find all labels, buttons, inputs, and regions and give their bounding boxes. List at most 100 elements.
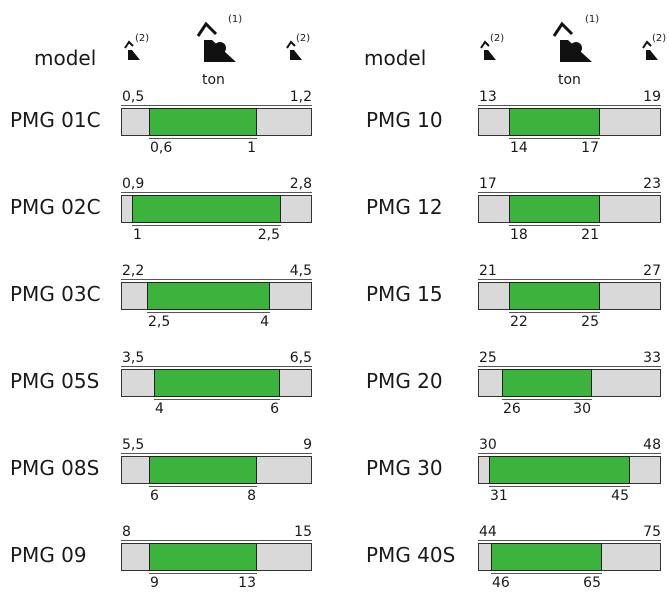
max-capacity-label: 33: [643, 350, 661, 366]
unit-label: ton: [202, 72, 225, 88]
min-capacity-label: 3,5: [122, 350, 145, 366]
top-scale-line: [121, 279, 312, 280]
high-recommended-label: 13: [238, 575, 256, 591]
high-recommended-label: 21: [581, 227, 599, 243]
max-capacity-label: 19: [643, 89, 661, 105]
model-row: PMG 03C 2,2 4,5 2,5 4: [0, 258, 320, 338]
model-name: PMG 03C: [10, 282, 101, 306]
bottom-scale-line: [149, 486, 257, 487]
capacity-range-bar: [478, 195, 661, 223]
capacity-range-bar: [478, 108, 661, 136]
capacity-range-bar: [121, 369, 312, 397]
min-capacity-label: 5,5: [122, 437, 145, 453]
max-capacity-label: 48: [643, 437, 661, 453]
model-header: model: [34, 46, 97, 70]
center-icon-note: (1): [585, 14, 600, 25]
model-header: model: [364, 46, 427, 70]
top-scale-line: [121, 192, 312, 193]
bottom-scale-line: [509, 225, 600, 226]
max-capacity-label: 6,5: [289, 350, 312, 366]
min-capacity-label: 30: [479, 437, 497, 453]
high-recommended-label: 17: [581, 140, 599, 156]
model-name: PMG 20: [366, 369, 443, 393]
crane-large-icon: [192, 18, 242, 72]
model-row: PMG 30 30 48 31 45: [330, 432, 661, 512]
model-row: PMG 02C 0,9 2,8 1 2,5: [0, 171, 320, 251]
bottom-scale-line: [491, 573, 602, 574]
min-capacity-label: 21: [479, 263, 497, 279]
high-recommended-label: 25: [581, 314, 599, 330]
capacity-range-bar: [478, 543, 661, 571]
low-recommended-label: 14: [510, 140, 528, 156]
min-capacity-label: 17: [479, 176, 497, 192]
top-scale-line: [478, 453, 661, 454]
max-capacity-label: 15: [294, 524, 312, 540]
max-capacity-label: 75: [643, 524, 661, 540]
min-capacity-label: 13: [479, 89, 497, 105]
max-capacity-label: 23: [643, 176, 661, 192]
recommended-range-fill: [509, 195, 600, 223]
recommended-range-fill: [491, 543, 602, 571]
model-row: PMG 05S 3,5 6,5 4 6: [0, 345, 320, 425]
high-recommended-label: 65: [583, 575, 601, 591]
bottom-scale-line: [502, 399, 592, 400]
model-name: PMG 08S: [10, 456, 100, 480]
model-name: PMG 01C: [10, 108, 101, 132]
low-recommended-label: 1: [133, 227, 142, 243]
top-scale-line: [121, 105, 312, 106]
recommended-range-fill: [509, 108, 600, 136]
model-name: PMG 05S: [10, 369, 100, 393]
model-row: PMG 20 25 33 26 30: [330, 345, 661, 425]
high-recommended-label: 8: [247, 488, 256, 504]
low-recommended-label: 2,5: [148, 314, 171, 330]
min-capacity-label: 8: [122, 524, 131, 540]
bottom-scale-line: [149, 138, 257, 139]
max-capacity-label: 2,8: [289, 176, 312, 192]
crane-large-icon: [548, 18, 598, 72]
low-recommended-label: 46: [492, 575, 510, 591]
center-icon-note: (1): [228, 14, 243, 25]
capacity-range-bar: [478, 282, 661, 310]
high-recommended-label: 30: [573, 401, 591, 417]
high-recommended-label: 4: [260, 314, 269, 330]
left-column: model (2) (1) ton (2) PMG 01C 0,5 1,2 0,6 1 P…: [0, 0, 330, 590]
crane-small-icon: [640, 38, 666, 68]
max-capacity-label: 1,2: [289, 89, 312, 105]
top-scale-line: [478, 192, 661, 193]
min-capacity-label: 0,5: [122, 89, 145, 105]
max-capacity-label: 9: [303, 437, 312, 453]
capacity-range-bar: [121, 108, 312, 136]
left-icon-note: (2): [135, 33, 150, 44]
model-row: PMG 01C 0,5 1,2 0,6 1: [0, 84, 320, 164]
model-name: PMG 30: [366, 456, 443, 480]
left-icon-note: (2): [490, 33, 505, 44]
model-name: PMG 02C: [10, 195, 101, 219]
recommended-range-fill: [149, 456, 257, 484]
bottom-scale-line: [509, 312, 600, 313]
low-recommended-label: 9: [150, 575, 159, 591]
capacity-range-bar: [478, 456, 661, 484]
min-capacity-label: 0,9: [122, 176, 145, 192]
low-recommended-label: 31: [490, 488, 508, 504]
high-recommended-label: 1: [247, 140, 256, 156]
top-scale-line: [478, 540, 661, 541]
model-name: PMG 10: [366, 108, 443, 132]
bottom-scale-line: [147, 312, 270, 313]
top-scale-line: [121, 540, 312, 541]
low-recommended-label: 0,6: [150, 140, 173, 156]
model-row: PMG 40S 44 75 46 65: [330, 519, 661, 599]
model-row: PMG 12 17 23 18 21: [330, 171, 661, 251]
crane-small-icon: [122, 38, 148, 68]
capacity-range-bar: [121, 282, 312, 310]
model-row: PMG 10 13 19 14 17: [330, 84, 661, 164]
min-capacity-label: 2,2: [122, 263, 145, 279]
low-recommended-label: 18: [510, 227, 528, 243]
bottom-scale-line: [154, 399, 280, 400]
high-recommended-label: 6: [270, 401, 279, 417]
low-recommended-label: 4: [155, 401, 164, 417]
capacity-range-bar: [478, 369, 661, 397]
recommended-range-fill: [154, 369, 280, 397]
top-scale-line: [121, 453, 312, 454]
top-scale-line: [478, 105, 661, 106]
capacity-range-bar: [121, 195, 312, 223]
